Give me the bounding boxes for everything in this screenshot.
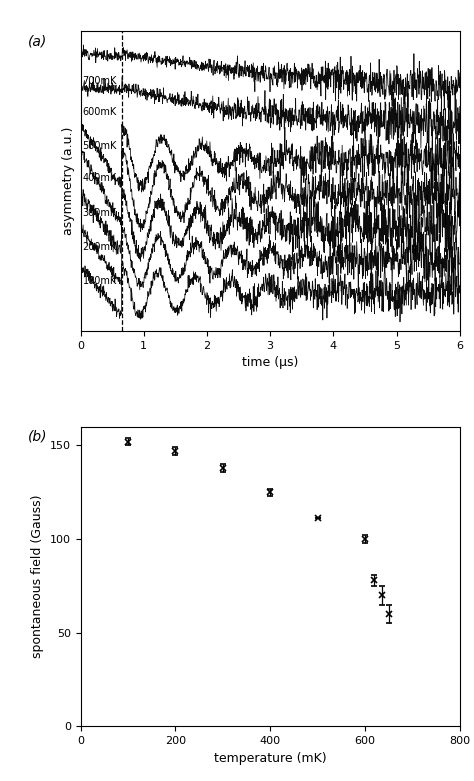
Text: 100mK: 100mK <box>82 276 117 286</box>
Text: (a): (a) <box>27 34 47 48</box>
Y-axis label: spontaneous field (Gauss): spontaneous field (Gauss) <box>31 495 44 658</box>
Text: (b): (b) <box>27 430 47 444</box>
Text: 600mK: 600mK <box>82 106 117 116</box>
X-axis label: temperature (mK): temperature (mK) <box>214 751 327 765</box>
Text: 200mK: 200mK <box>82 242 117 251</box>
Y-axis label: asymmetry (a.u.): asymmetry (a.u.) <box>62 127 75 235</box>
Text: 300mK: 300mK <box>82 208 117 218</box>
Text: 500mK: 500mK <box>82 141 117 151</box>
Text: 400mK: 400mK <box>82 173 117 183</box>
X-axis label: time (μs): time (μs) <box>242 356 298 369</box>
Text: 700mK: 700mK <box>82 76 117 86</box>
